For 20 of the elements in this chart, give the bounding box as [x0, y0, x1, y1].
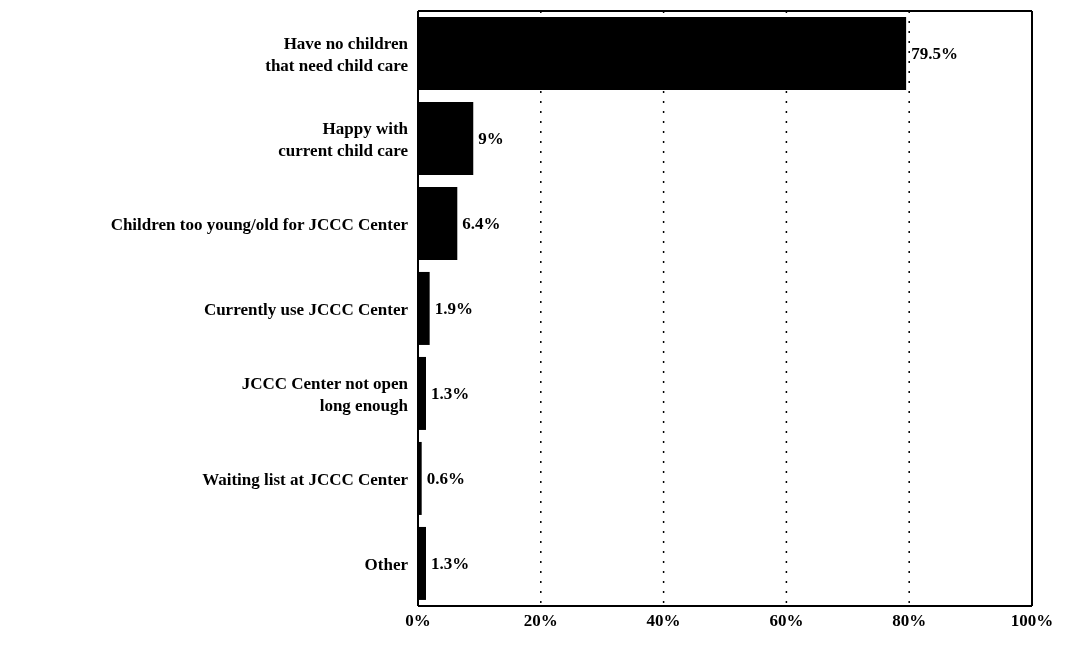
data-label: 1.3% [430, 384, 470, 404]
data-label: 0.6% [426, 469, 465, 489]
y-tick-label: Waiting list at JCCC Center [202, 469, 409, 488]
x-tick-label: 100% [1010, 611, 1054, 631]
y-tick-label: Other [364, 554, 409, 573]
x-tick-label: 0% [405, 611, 431, 631]
data-label: 6.4% [462, 214, 501, 234]
data-label: 9% [478, 129, 504, 149]
data-label: 79.5% [911, 44, 958, 64]
x-tick-label: 20% [523, 611, 558, 631]
x-tick-label: 40% [646, 611, 681, 631]
x-tick-label: 60% [769, 611, 804, 631]
y-tick-label: Have no children that need child care [265, 33, 409, 74]
x-tick-label: 80% [892, 611, 927, 631]
data-label: 1.9% [434, 299, 473, 319]
y-tick-label: Currently use JCCC Center [203, 299, 409, 318]
y-tick-label: Happy with current child care [278, 118, 409, 159]
y-tick-label: Children too young/old for JCCC Center [110, 214, 409, 233]
data-label: 1.3% [430, 554, 470, 574]
y-tick-label: JCCC Center not open long enough [241, 373, 409, 414]
